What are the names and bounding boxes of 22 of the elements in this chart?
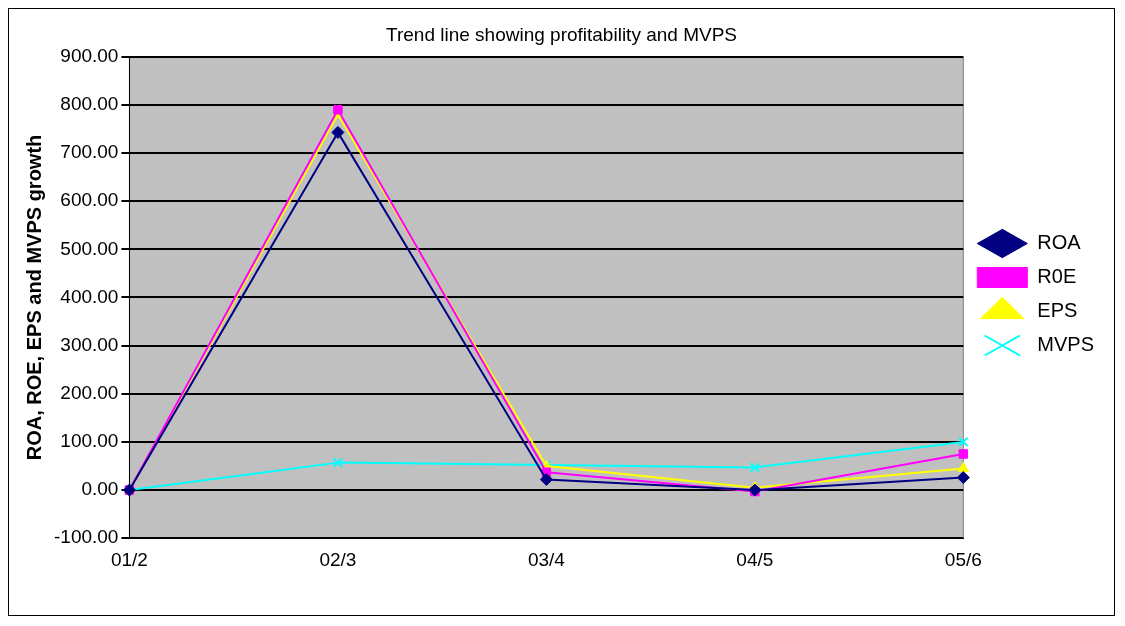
legend-label: R0E — [1037, 265, 1077, 288]
legend-label: EPS — [1037, 299, 1078, 322]
x-tick-label: 05/6 — [944, 548, 982, 570]
x-tick-label: 02/3 — [319, 548, 357, 570]
y-tick-label: 600.00 — [60, 189, 119, 211]
x-tick-label: 01/2 — [110, 548, 148, 570]
y-tick-label: 800.00 — [60, 93, 119, 115]
x-tick-label: 04/5 — [736, 548, 774, 570]
y-tick-label: -100.00 — [53, 526, 119, 548]
y-axis-title: ROA, ROE, EPS and MVPS growth — [22, 134, 45, 461]
y-tick-label: 900.00 — [60, 45, 119, 67]
y-tick-label: 300.00 — [60, 333, 119, 355]
legend-label: MVPS — [1037, 333, 1095, 356]
legend-label: ROA — [1037, 231, 1082, 254]
y-tick-label: 700.00 — [60, 141, 119, 163]
x-tick-label: 03/4 — [527, 548, 566, 570]
chart-title: Trend line showing profitability and MVPS — [386, 23, 737, 45]
y-tick-label: 100.00 — [60, 430, 119, 452]
y-tick-label: 0.00 — [81, 478, 119, 500]
y-tick-label: 500.00 — [60, 237, 119, 259]
y-tick-label: 400.00 — [60, 285, 119, 307]
y-tick-label: 200.00 — [60, 382, 119, 404]
